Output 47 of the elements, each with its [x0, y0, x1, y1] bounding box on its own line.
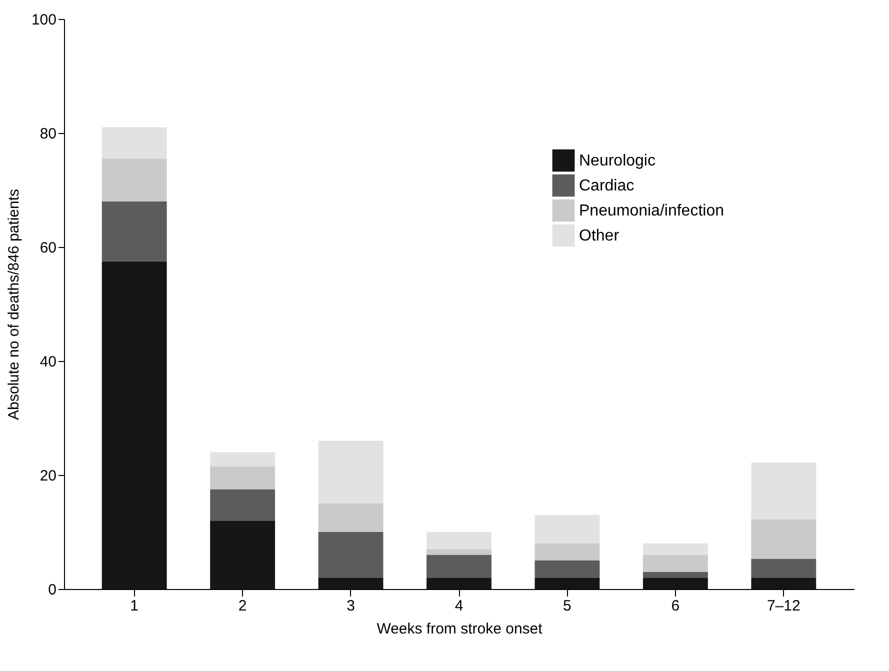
- x-tick-label: 5: [563, 598, 572, 614]
- legend-label: Other: [579, 228, 620, 244]
- x-tick-label: 1: [130, 598, 139, 614]
- x-tick-label: 6: [671, 598, 680, 614]
- bar: [534, 514, 600, 544]
- x-tick-label: 3: [346, 598, 355, 614]
- bar: [318, 504, 384, 532]
- bar: [102, 201, 167, 262]
- bar: [642, 554, 708, 572]
- bar: [102, 158, 167, 202]
- bar: [751, 558, 816, 578]
- bar: [318, 440, 384, 504]
- y-tick-label: 100: [31, 12, 56, 28]
- x-axis-title: Weeks from stroke onset: [376, 620, 544, 638]
- x-tick-label: 4: [454, 598, 464, 614]
- y-tick-label: 60: [40, 240, 56, 256]
- bar: [426, 549, 492, 555]
- bar: [426, 578, 492, 589]
- bar: [210, 520, 276, 589]
- bar: [318, 532, 384, 578]
- legend-label: Pneumonia/infection: [579, 202, 724, 220]
- bar: [751, 578, 816, 589]
- legend-label: Neurologic: [579, 152, 656, 170]
- bar: [642, 572, 708, 578]
- bar: [102, 127, 167, 159]
- bar: [210, 489, 276, 521]
- y-tick-label: 0: [48, 582, 56, 598]
- bar: [102, 261, 167, 589]
- x-tick-label: 2: [238, 598, 247, 614]
- bar: [318, 578, 384, 589]
- y-tick-label: 40: [40, 354, 56, 370]
- bar: [426, 554, 492, 578]
- y-axis-title: Absolute no of deaths/846 patients: [5, 188, 22, 420]
- bar: [534, 543, 600, 560]
- bar: [642, 578, 708, 589]
- bar: [210, 466, 276, 490]
- x-tick-label: 7–12: [766, 598, 800, 614]
- bar: [534, 578, 600, 589]
- bar: [751, 519, 816, 559]
- bar: [642, 543, 708, 555]
- bar: [534, 560, 600, 578]
- y-tick-label: 20: [40, 468, 56, 484]
- y-tick-label: 80: [40, 126, 56, 142]
- bar: [426, 532, 492, 550]
- legend-label: Cardiac: [579, 178, 634, 194]
- bar: [751, 462, 816, 520]
- bar: [210, 452, 276, 466]
